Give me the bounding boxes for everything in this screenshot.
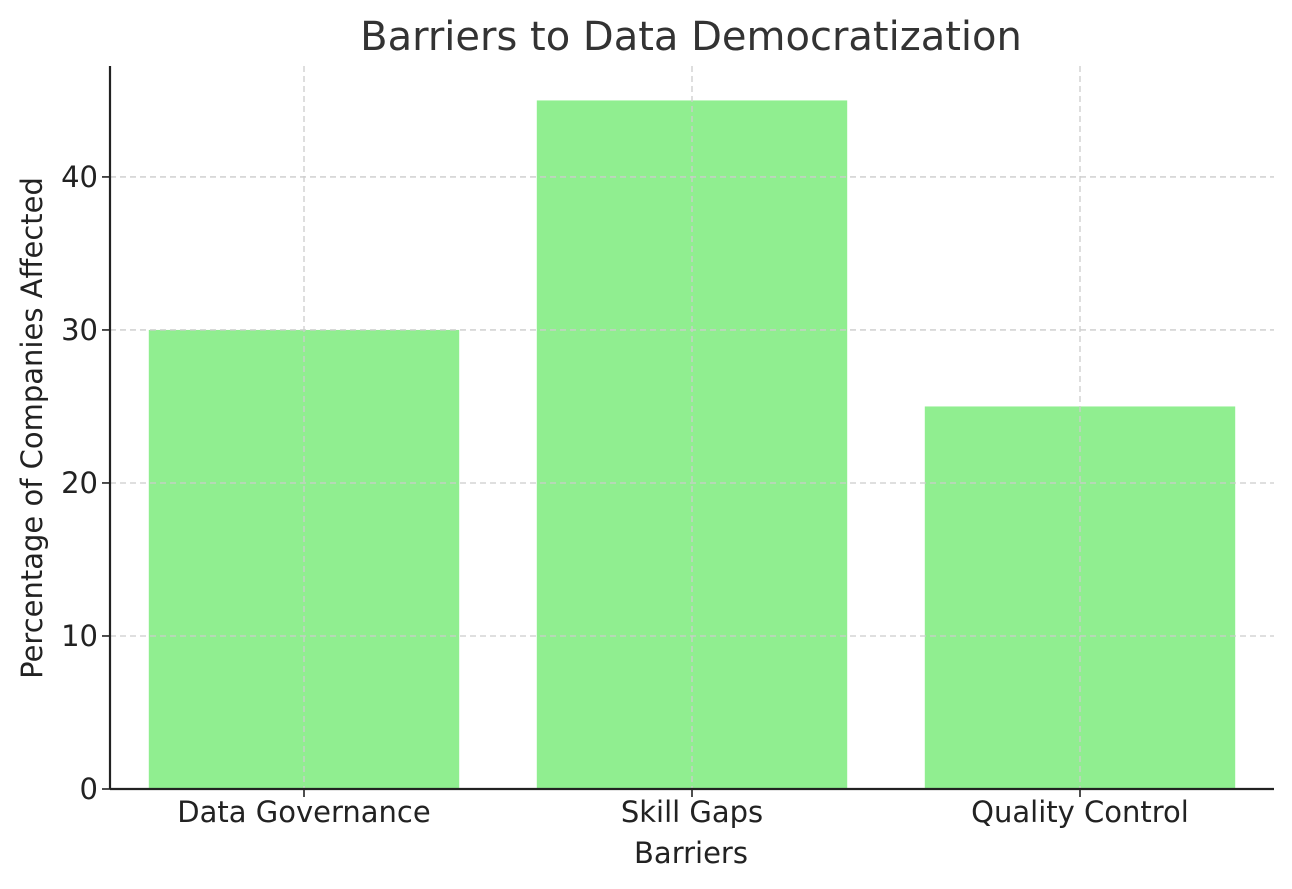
bar-skill-gaps bbox=[536, 100, 848, 789]
y-axis-ticks: 0 10 20 30 40 bbox=[61, 160, 110, 806]
y-axis-label: Percentage of Companies Affected bbox=[15, 177, 49, 679]
y-tick-label: 30 bbox=[61, 313, 98, 347]
y-tick-label: 20 bbox=[61, 466, 98, 500]
bars bbox=[148, 100, 1236, 789]
y-tick-label: 40 bbox=[61, 160, 98, 194]
grid-lines bbox=[110, 66, 1274, 789]
chart-title: Barriers to Data Democratization bbox=[360, 14, 1022, 60]
y-tick-label: 0 bbox=[80, 772, 98, 806]
x-axis-ticks: Data Governance Skill Gaps Quality Control bbox=[177, 789, 1189, 829]
x-tick-label: Quality Control bbox=[971, 795, 1189, 829]
x-axis-label: Barriers bbox=[634, 836, 748, 870]
x-tick-label: Skill Gaps bbox=[621, 795, 763, 829]
y-tick-label: 10 bbox=[61, 619, 98, 653]
x-tick-label: Data Governance bbox=[177, 795, 430, 829]
